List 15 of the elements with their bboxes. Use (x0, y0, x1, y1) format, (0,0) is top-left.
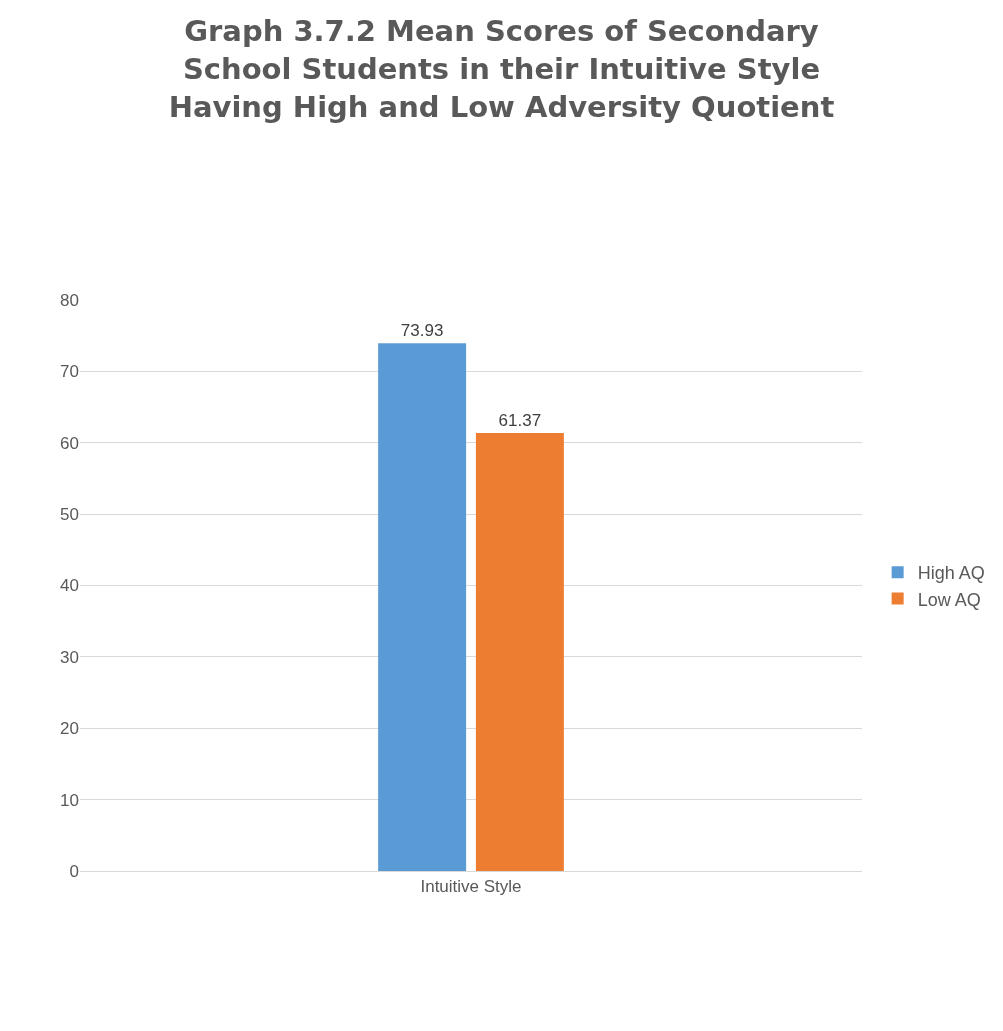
legend-label: Low AQ (917, 589, 981, 610)
legend-label: High AQ (917, 563, 985, 584)
data-label: 73.93 (400, 321, 444, 341)
x-tick-label: Intuitive Style (420, 877, 522, 897)
y-tick-label: 0 (69, 861, 79, 881)
y-tick-label: 40 (60, 576, 79, 596)
y-tick-label: 20 (60, 719, 79, 739)
chart-title: Graph 3.7.2 Mean Scores of Secondary School Students in their Intuitive Style Having High and Low Adversity Quotient (168, 14, 835, 124)
data-label: 61.37 (498, 410, 542, 430)
y-tick-label: 80 (60, 290, 79, 310)
y-tick-label: 60 (60, 433, 79, 453)
y-tick-label: 50 (60, 505, 79, 525)
y-tick-label: 10 (60, 790, 79, 810)
y-tick-label: 70 (60, 362, 79, 382)
y-tick-label: 30 (60, 647, 79, 667)
